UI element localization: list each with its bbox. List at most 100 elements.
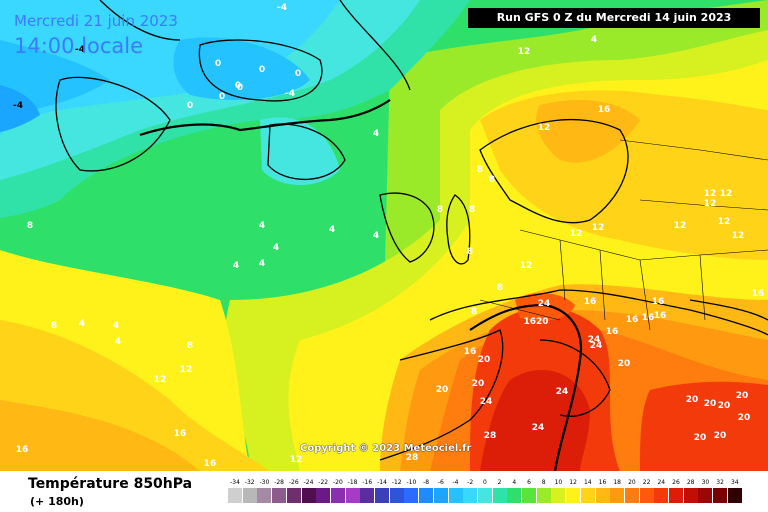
field-22c-alps	[515, 293, 575, 322]
map-value-label: 4	[259, 221, 265, 231]
legend-swatch	[566, 488, 581, 503]
legend-scale-label: -6	[437, 479, 444, 486]
legend-swatch	[301, 488, 316, 503]
map-value-label: 16	[626, 315, 639, 325]
map-value-label: 28	[406, 453, 419, 463]
map-value-label: -4	[285, 89, 295, 99]
legend-swatch	[669, 488, 683, 503]
map-value-label: 0	[215, 59, 221, 69]
legend-scale-label: 26	[672, 479, 680, 486]
map-value-label: 20	[478, 355, 491, 365]
legend-swatch	[404, 488, 419, 503]
map-value-label: 16	[752, 289, 765, 299]
map-value-label: 0	[187, 101, 193, 111]
map-value-label: 4	[373, 231, 379, 241]
copyright: Copyright © 2023 Meteociel.fr	[300, 443, 472, 454]
map-value-label: 20	[694, 433, 707, 443]
legend-swatch	[580, 488, 595, 503]
forecast-time: 14:00 locale	[14, 34, 144, 58]
legend-swatch	[463, 488, 478, 503]
map-value-label: 24	[556, 387, 569, 397]
map-value-label: 16	[642, 313, 655, 323]
legend-swatch	[522, 488, 536, 503]
legend-scale-label: 20	[628, 479, 636, 486]
legend-scale-label: 6	[527, 479, 531, 486]
legend-scale-label: -20	[332, 479, 343, 486]
map-value-label: 8	[467, 247, 473, 257]
field-m4c-island	[173, 37, 310, 100]
map-value-label: 28	[484, 431, 497, 441]
legend-swatch	[536, 488, 551, 503]
map-value-label: 16	[174, 429, 187, 439]
map-value-label: 4	[233, 261, 239, 271]
map-value-label: 4	[373, 129, 379, 139]
legend-swatch	[286, 488, 301, 503]
legend-scale-label: 0	[482, 479, 487, 486]
legend-swatch	[492, 488, 507, 503]
map-value-label: 20	[738, 413, 751, 423]
legend-scale-label: -32	[244, 479, 255, 486]
field-m2c	[0, 0, 340, 135]
map-value-label: 0	[237, 83, 243, 93]
map-value-label: 20	[472, 379, 485, 389]
legend-title: Température 850hPa	[28, 476, 193, 492]
legend-swatch	[595, 488, 610, 503]
map-value-label: 12	[180, 365, 193, 375]
legend-swatch	[551, 488, 566, 503]
map-value-label: 12	[570, 229, 583, 239]
legend-swatch	[257, 488, 272, 503]
map-value-label: 4	[113, 321, 119, 331]
map-value-label: 8	[437, 205, 443, 215]
isotherm-24	[469, 303, 583, 471]
map-value-label: 12	[520, 261, 533, 271]
legend-scale-label: -24	[303, 479, 314, 486]
legend-scale-label: -8	[423, 479, 430, 486]
map-value-label: 0	[295, 69, 301, 79]
field-24c-east	[640, 381, 768, 471]
map-value-label: 20	[436, 385, 449, 395]
legend-scale-label: 2	[497, 479, 502, 486]
legend-swatch	[419, 488, 434, 503]
legend-swatch	[345, 488, 360, 503]
map-value-label: 0	[259, 65, 265, 75]
map-value-label: 12	[718, 217, 731, 227]
legend-scale-label: 18	[613, 479, 621, 486]
map-value-label: 12	[518, 47, 531, 57]
legend-scale-label: 28	[686, 479, 695, 486]
map-value-label: 20	[686, 395, 699, 405]
map-value-label: 12	[720, 189, 733, 199]
map-value-label: 0	[219, 92, 225, 102]
legend-scale-label: 4	[512, 479, 517, 486]
map-value-label: 4	[591, 35, 597, 45]
map-value-label: 16	[606, 327, 619, 337]
map-value-label: 8	[497, 283, 503, 293]
temperature-map: -4 -4 0 0 0 0 0 0 0 -4 -4 4 4 4 4 4 4 4 4 4 4 4 8 8 8 8 8 8 8 8 8 8 12 12…	[0, 0, 768, 471]
legend-swatch	[375, 488, 389, 503]
legend-scale-label: -10	[406, 479, 417, 486]
map-value-label: 12	[704, 199, 717, 209]
legend-scale-label: -12	[391, 479, 402, 486]
field-16c-scand	[536, 100, 640, 163]
map-value-label: 8	[469, 205, 475, 215]
map-value-label: 20	[618, 359, 631, 369]
map-value-label: 24	[590, 341, 603, 351]
legend-scale-label: 34	[730, 479, 739, 486]
run-info: Run GFS 0 Z du Mercredi 14 juin 2023	[468, 8, 760, 28]
map-value-label: 12	[154, 375, 167, 385]
map-value-label: 4	[79, 319, 85, 329]
map-value-label: 16	[584, 297, 597, 307]
legend-swatch	[360, 488, 375, 503]
map-value-label: 4	[259, 259, 265, 269]
map-value-label: 8	[471, 307, 477, 317]
map-value-label: 4	[115, 337, 121, 347]
legend-swatch	[683, 488, 698, 503]
map-value-label: 16	[654, 311, 667, 321]
legend-swatch	[433, 488, 448, 503]
legend-swatch	[330, 488, 345, 503]
legend-scale-label: 22	[642, 479, 651, 486]
borders	[479, 139, 768, 331]
map-value-label: 20	[718, 401, 731, 411]
map-value-label: 20	[714, 431, 727, 441]
map-value-label: 8	[27, 221, 33, 231]
legend-scale-label: -28	[274, 479, 284, 486]
